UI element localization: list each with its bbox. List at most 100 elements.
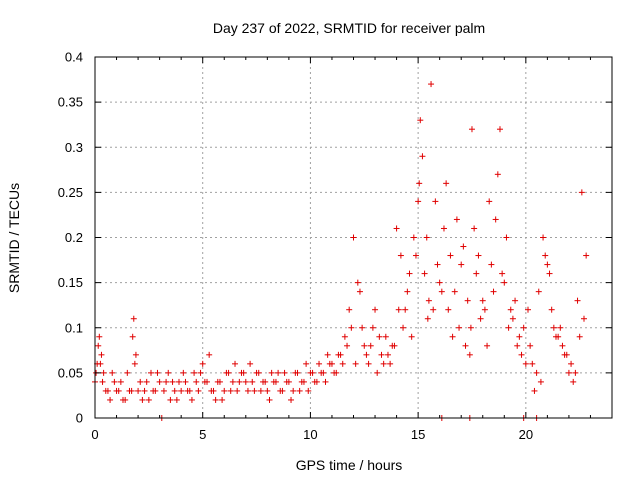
data-point [557,324,564,331]
data-point [503,234,510,241]
data-point [467,324,474,331]
data-point [232,360,239,367]
data-point [531,387,538,394]
data-point [374,369,381,376]
data-point [130,315,137,322]
data-point [247,360,254,367]
data-point [473,270,480,277]
data-point [240,369,247,376]
data-point [464,297,471,304]
data-point [131,360,138,367]
data-point [154,369,161,376]
x-tick-label: 20 [519,427,533,442]
data-point [132,351,139,358]
data-point [290,387,297,394]
y-tick-label: 0.1 [65,320,83,335]
data-point [451,288,458,295]
x-tick-label: 5 [199,427,206,442]
data-point [193,378,200,385]
data-point [395,306,402,313]
data-point [344,342,351,349]
data-point [509,315,516,322]
data-point [367,342,374,349]
data-point [316,360,323,367]
data-point [408,333,415,340]
data-point [348,324,355,331]
data-point [466,351,473,358]
data-point [436,279,443,286]
data-point [266,396,273,403]
data-point [156,378,163,385]
data-point [275,369,282,376]
data-point [490,288,497,295]
data-point [546,270,553,277]
data-point [135,387,142,394]
y-tick-label: 0.15 [58,275,83,290]
data-point [568,360,575,367]
data-point [335,351,342,358]
data-point [387,360,394,367]
data-point [262,378,269,385]
data-point [210,387,217,394]
data-point [253,369,260,376]
data-point [242,378,249,385]
data-point [331,369,338,376]
data-point [488,261,495,268]
data-point [99,378,106,385]
data-point [163,378,170,385]
data-point [244,387,251,394]
data-point [574,297,581,304]
data-point [462,342,469,349]
data-point [195,387,202,394]
data-point [424,315,431,322]
data-point [529,360,536,367]
data-point [141,387,148,394]
data-point [384,351,391,358]
data-point [178,387,185,394]
data-point [496,126,503,133]
data-point [129,333,136,340]
data-point [104,387,111,394]
data-point [236,378,243,385]
data-point [356,288,363,295]
data-point [249,378,256,385]
data-point [378,351,385,358]
data-point [109,369,116,376]
data-point [548,306,555,313]
data-point [270,378,277,385]
data-point [449,333,456,340]
data-point [97,360,104,367]
data-point [182,378,189,385]
data-point [300,378,307,385]
data-point [96,333,103,340]
data-point [578,189,585,196]
data-point [518,351,525,358]
data-point [229,378,236,385]
data-point [227,387,234,394]
data-point [303,360,310,367]
y-tick-label: 0.35 [58,95,83,110]
data-point [206,351,213,358]
data-point [423,234,430,241]
data-point [283,378,290,385]
data-point [419,153,426,160]
data-point [501,279,508,286]
data-point [570,378,577,385]
data-point [369,324,376,331]
data-point [443,180,450,187]
data-point [150,387,157,394]
data-point [100,369,107,376]
data-point [288,396,295,403]
data-point [412,252,419,259]
data-point [359,324,366,331]
data-point [533,369,540,376]
data-point [514,342,521,349]
data-point [199,360,206,367]
data-point [415,198,422,205]
data-point [346,306,353,313]
data-point [279,387,286,394]
data-point [169,378,176,385]
data-point [544,261,551,268]
y-axis-label: SRMTID / TECUs [6,183,22,293]
